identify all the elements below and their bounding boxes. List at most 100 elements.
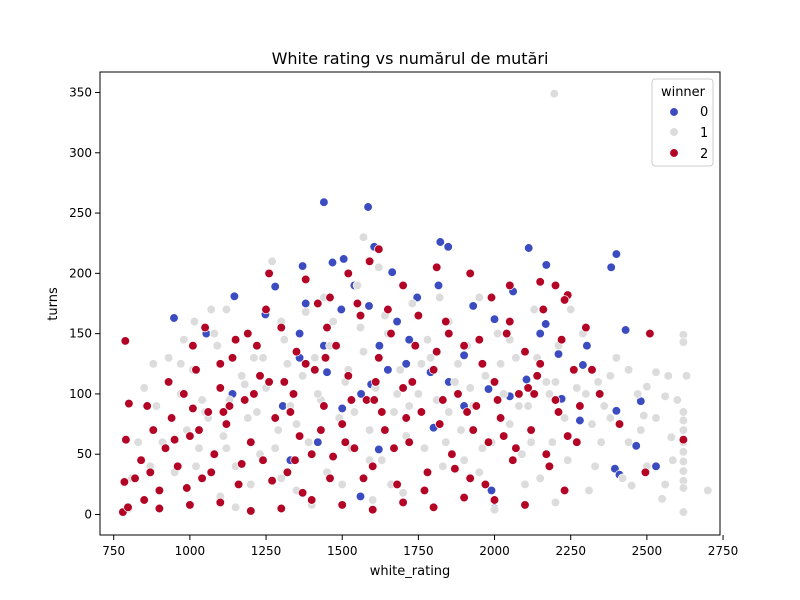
point-winner-2 <box>276 322 286 333</box>
point-winner-2 <box>215 359 225 369</box>
point-winner-2 <box>541 449 551 459</box>
point-winner-2 <box>474 335 484 345</box>
point-winner-1 <box>474 467 484 477</box>
point-winner-1 <box>465 383 475 393</box>
point-winner-2 <box>188 403 198 414</box>
point-winner-1 <box>678 456 689 467</box>
point-winner-1 <box>605 413 615 423</box>
point-winner-2 <box>227 353 238 363</box>
point-winner-0 <box>521 374 532 385</box>
point-winner-2 <box>563 431 573 441</box>
point-winner-1 <box>352 280 363 291</box>
y-tick-label: 250 <box>69 206 92 220</box>
point-winner-2 <box>270 413 280 423</box>
point-winner-2 <box>529 389 539 399</box>
point-winner-1 <box>456 425 466 435</box>
point-winner-2 <box>249 389 259 399</box>
point-winner-2 <box>319 401 329 411</box>
point-winner-2 <box>404 437 414 447</box>
point-winner-1 <box>444 407 454 417</box>
point-winner-2 <box>526 425 536 435</box>
point-winner-1 <box>563 455 573 465</box>
point-winner-1 <box>642 382 652 392</box>
point-winner-2 <box>489 377 500 387</box>
point-winner-2 <box>422 467 433 477</box>
point-winner-1 <box>599 401 609 411</box>
point-winner-1 <box>596 437 606 447</box>
point-winner-1 <box>459 455 469 465</box>
y-tick-label: 50 <box>77 447 92 461</box>
point-winner-0 <box>374 341 385 351</box>
x-tick-label: 1000 <box>175 544 206 558</box>
point-winner-2 <box>575 401 585 411</box>
legend-entry-0: 0 <box>700 105 708 120</box>
point-winner-2 <box>124 398 134 409</box>
point-winner-0 <box>443 242 453 252</box>
point-winner-1 <box>194 443 204 453</box>
point-winner-1 <box>678 425 689 435</box>
point-winner-2 <box>508 455 518 465</box>
x-tick-label: 1750 <box>403 544 434 558</box>
point-winner-1 <box>514 401 524 411</box>
x-tick-label: 2250 <box>555 544 586 558</box>
legend-marker-0 <box>669 107 679 117</box>
point-winner-1 <box>398 488 408 498</box>
point-winner-0 <box>294 328 305 339</box>
point-winner-2 <box>428 502 439 512</box>
point-winner-1 <box>151 401 162 411</box>
point-winner-1 <box>678 447 689 457</box>
point-winner-2 <box>492 395 503 405</box>
point-winner-2 <box>276 503 286 514</box>
point-winner-2 <box>389 443 399 453</box>
point-winner-1 <box>163 353 174 363</box>
point-winner-2 <box>185 500 195 510</box>
point-winner-0 <box>270 281 280 292</box>
point-winner-0 <box>553 349 564 359</box>
axes: 750 1000 1250 1500 1750 2000 2250 2500 275005010… <box>69 85 738 558</box>
point-winner-2 <box>432 347 442 357</box>
point-winner-0 <box>524 243 534 253</box>
point-winner-0 <box>611 249 622 259</box>
point-winner-2 <box>221 419 232 429</box>
point-winner-2 <box>392 479 402 490</box>
x-tick-label: 2500 <box>632 544 663 558</box>
point-winner-2 <box>343 371 353 381</box>
x-tick-label: 2000 <box>479 544 510 558</box>
point-winner-2 <box>505 280 515 291</box>
point-winner-2 <box>587 365 597 375</box>
point-winner-2 <box>520 500 530 510</box>
point-winner-2 <box>499 431 509 441</box>
point-winner-1 <box>520 479 530 490</box>
point-winner-2 <box>191 365 201 375</box>
point-winner-2 <box>209 449 219 459</box>
x-axis-label: white_rating <box>370 564 451 579</box>
point-winner-2 <box>145 467 155 477</box>
point-winner-1 <box>549 89 559 99</box>
point-winner-2 <box>301 359 311 369</box>
point-winner-2 <box>294 431 305 441</box>
point-winner-2 <box>352 298 363 309</box>
point-winner-2 <box>154 503 165 514</box>
point-winner-0 <box>541 260 551 270</box>
point-winner-0 <box>435 237 445 247</box>
point-winner-2 <box>188 341 198 351</box>
point-winner-2 <box>595 389 605 399</box>
point-winner-0 <box>611 406 622 416</box>
point-winner-2 <box>410 341 420 351</box>
point-winner-1 <box>584 485 594 496</box>
point-winner-2 <box>313 298 323 309</box>
point-winner-1 <box>636 425 646 435</box>
point-winner-2 <box>264 377 274 387</box>
point-winner-0 <box>301 298 311 309</box>
point-winner-2 <box>401 413 411 423</box>
point-winner-1 <box>535 473 545 483</box>
point-winner-2 <box>264 268 274 279</box>
y-tick-label: 0 <box>84 508 92 522</box>
point-winner-1 <box>179 335 189 345</box>
point-winner-2 <box>441 316 451 327</box>
point-winner-2 <box>535 277 545 287</box>
point-winner-2 <box>291 347 302 357</box>
point-winner-2 <box>556 335 567 345</box>
point-winner-2 <box>121 435 131 445</box>
point-winner-0 <box>459 350 469 360</box>
